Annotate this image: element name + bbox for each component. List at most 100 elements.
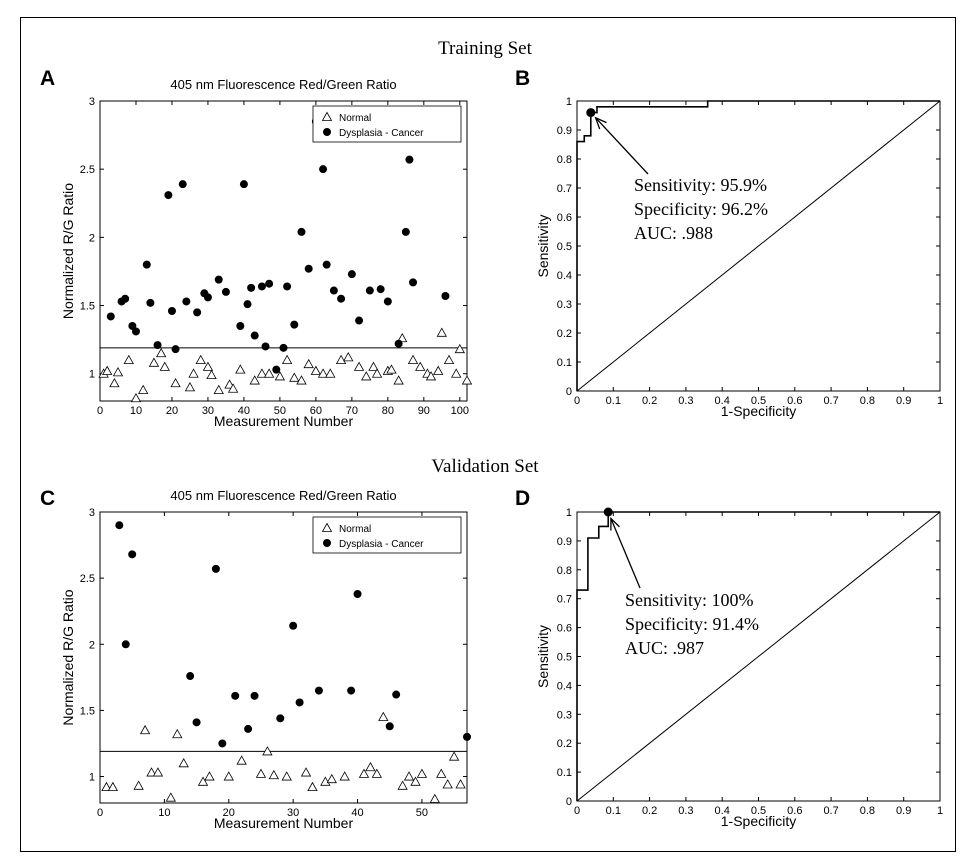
normal-point [433,365,444,375]
dysplasia-cancer-point [337,294,346,303]
dysplasia-cancer-point [218,739,227,748]
normal-point [461,375,473,385]
y-tick-label: 2.5 [80,164,95,176]
y-tick-label: 1 [566,96,572,108]
dysplasia-cancer-point [142,260,151,269]
dysplasia-cancer-point [236,322,245,330]
y-tick-label: 2 [89,232,95,244]
x-tick-label: 0 [97,807,103,819]
normal-point [343,352,354,362]
normal-point [448,751,460,761]
x-tick-label: 60 [310,405,322,417]
panel-letter-d: D [515,487,531,510]
y-tick-label: 1 [89,369,95,381]
chance-diagonal [576,511,941,802]
normal-point [443,354,455,364]
normal-point [442,779,453,789]
roc-annotation-line: Specificity: 96.2% [634,199,768,219]
dysplasia-cancer-point [247,283,256,292]
dysplasia-cancer-point [365,286,374,295]
normal-point [455,779,466,789]
normal-point [403,771,415,781]
y-tick-label: 0.5 [557,652,572,664]
normal-point [451,368,462,378]
normal-point [202,361,214,371]
chart-b: 0 0.1 0.2 0.3 0.4 0.5 0.6 0.7 0.8 0.9 1 0 0.1 0.2 0.3 0… [535,96,943,419]
dysplasia-cancer-point [394,339,403,348]
dysplasia-cancer-point [203,293,212,302]
y-tick-label: 0.1 [557,357,572,369]
normal-point [371,768,383,778]
normal-point [289,372,300,382]
normal-point [236,755,247,765]
x-tick-label: 90 [418,405,430,417]
normal-point [213,384,224,394]
normal-point [235,364,246,374]
normal-point [397,332,408,343]
normal-point [436,327,447,337]
dysplasia-cancer-point [304,264,313,273]
legend-label: Normal [339,113,371,124]
normal-point [303,358,314,369]
normal-point [130,392,142,403]
plot-area [99,511,468,804]
normal-point [361,371,372,381]
normal-point [339,771,350,781]
normal-point [249,375,260,385]
roc-annotation-line: AUC: .987 [625,638,704,658]
validation-set-title: Validation Set [431,456,539,477]
normal-point [335,354,347,364]
normal-point [139,724,151,735]
normal-point [281,354,293,364]
y-tick-label: 0.2 [557,328,572,340]
chart-d: 0 0.1 0.2 0.3 0.4 0.5 0.6 0.7 0.8 0.9 1 0 0.1 0.2 0.3 0… [535,507,943,829]
dysplasia-cancer-point [276,714,285,723]
normal-point [368,361,379,371]
legend-box [312,516,462,554]
dysplasia-cancer-point [106,312,115,321]
chart-title: 405 nm Fluorescence Red/Green Ratio [170,77,396,92]
normal-point [393,375,404,385]
dysplasia-cancer-point [164,191,173,200]
normal-point [436,768,447,778]
dysplasia-cancer-point [146,298,155,307]
x-tick-label: 0.1 [606,805,621,817]
y-axis-label: Sensitivity [535,214,551,277]
x-tick-label: 0 [574,395,580,407]
y-axis-label: Sensitivity [535,625,551,688]
x-tick-label: 0.6 [787,805,802,817]
dysplasia-cancer-point [319,165,328,174]
y-tick-label: 0.4 [557,680,572,692]
normal-point [227,383,239,393]
y-tick-label: 0.3 [557,709,572,721]
dysplasia-cancer-point [405,155,414,164]
dysplasia-cancer-point [115,521,124,530]
normal-point [133,780,144,790]
normal-point [410,776,421,786]
y-tick-label: 1 [566,507,572,519]
dysplasia-cancer-point [385,722,394,731]
dysplasia-cancer-point [289,621,298,630]
normal-point [112,367,124,377]
normal-point [255,768,267,778]
dysplasia-cancer-point [121,294,130,303]
x-tick-label: 50 [274,405,286,417]
x-tick-label: 0.4 [715,395,730,407]
dysplasia-cancer-point [128,550,137,559]
x-tick-label: 1 [937,805,943,817]
x-tick-label: 0.5 [751,395,766,407]
dysplasia-cancer-point [250,691,259,700]
legend-normal-marker [321,522,333,532]
dysplasia-cancer-point [355,316,364,325]
normal-point [256,368,268,378]
dysplasia-cancer-point [239,180,248,189]
dysplasia-cancer-point [250,331,259,340]
normal-point [415,361,426,371]
dysplasia-cancer-point [244,724,253,733]
dysplasia-cancer-point [392,690,401,699]
x-tick-label: 100 [451,405,469,417]
normal-point [101,781,112,792]
dysplasia-cancer-point [211,564,220,573]
x-tick-label: 0 [574,805,580,817]
